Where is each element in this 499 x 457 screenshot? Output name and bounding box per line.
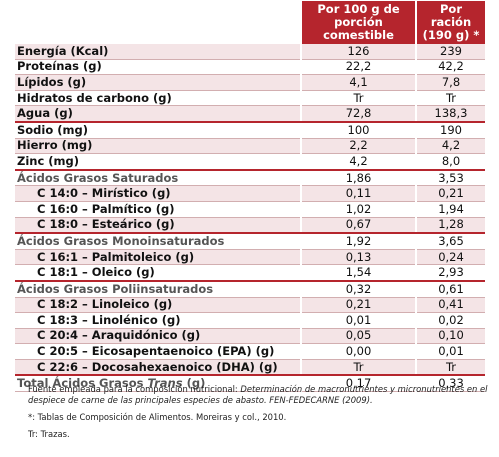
value-per-100g: 100 bbox=[301, 122, 416, 138]
value-per-100g: 1,54 bbox=[301, 265, 416, 281]
value-per-100g: 1,02 bbox=[301, 201, 416, 217]
row-label: Zinc (mg) bbox=[15, 154, 301, 170]
value-per-serving: 239 bbox=[416, 44, 485, 59]
row-label: C 22:6 – Docosahexaenoico (DHA) (g) bbox=[15, 359, 301, 375]
table-row: C 18:0 – Esteárico (g) 0,67 1,28 bbox=[15, 217, 485, 233]
table-row: Ácidos Grasos Saturados 1,86 3,53 bbox=[15, 170, 485, 186]
value-per-100g: 126 bbox=[301, 44, 416, 59]
table-row: C 14:0 – Mirístico (g) 0,11 0,21 bbox=[15, 186, 485, 202]
row-label: Sodio (mg) bbox=[15, 122, 301, 138]
value-per-serving: 7,8 bbox=[416, 75, 485, 91]
row-label: Agua (g) bbox=[15, 106, 301, 122]
table-row: Zinc (mg) 4,2 8,0 bbox=[15, 154, 485, 170]
source-note-prefix: Fuente empleada para la composición nutr… bbox=[28, 384, 240, 394]
value-per-serving: 4,2 bbox=[416, 138, 485, 154]
traces-note: Tr: Trazas. bbox=[28, 429, 490, 440]
value-per-serving: 0,10 bbox=[416, 328, 485, 344]
row-label: C 16:0 – Palmítico (g) bbox=[15, 201, 301, 217]
table-row: Energía (Kcal) 126 239 bbox=[15, 44, 485, 59]
table-row: Hidratos de carbono (g) Tr Tr bbox=[15, 90, 485, 106]
value-per-100g: 2,2 bbox=[301, 138, 416, 154]
value-per-serving: 3,53 bbox=[416, 170, 485, 186]
value-per-serving: 1,94 bbox=[416, 201, 485, 217]
serving-note: *: Tablas de Composición de Alimentos. M… bbox=[28, 412, 490, 423]
row-label: Ácidos Grasos Monoinsaturados bbox=[15, 233, 301, 249]
row-label: Ácidos Grasos Poliinsaturados bbox=[15, 281, 301, 297]
table-row: C 20:5 – Eicosapentaenoico (EPA) (g) 0,00… bbox=[15, 344, 485, 360]
value-per-serving: Tr bbox=[416, 90, 485, 106]
value-per-100g: 0,00 bbox=[301, 344, 416, 360]
value-per-100g: 1,86 bbox=[301, 170, 416, 186]
value-per-serving: 3,65 bbox=[416, 233, 485, 249]
value-per-serving: 0,24 bbox=[416, 249, 485, 265]
table-row: C 18:3 – Linolénico (g) 0,01 0,02 bbox=[15, 313, 485, 329]
value-per-100g: 72,8 bbox=[301, 106, 416, 122]
row-label: Proteínas (g) bbox=[15, 59, 301, 75]
value-per-serving: 42,2 bbox=[416, 59, 485, 75]
value-per-serving: 0,61 bbox=[416, 281, 485, 297]
table-row: Lípidos (g) 4,1 7,8 bbox=[15, 75, 485, 91]
value-per-serving: 0,01 bbox=[416, 344, 485, 360]
table-row: C 18:1 – Oleico (g) 1,54 2,93 bbox=[15, 265, 485, 281]
table-row: Proteínas (g) 22,2 42,2 bbox=[15, 59, 485, 75]
row-label: Hierro (mg) bbox=[15, 138, 301, 154]
value-per-100g: 0,13 bbox=[301, 249, 416, 265]
table-row: C 18:2 – Linoleico (g) 0,21 0,41 bbox=[15, 297, 485, 313]
table-row: C 16:0 – Palmítico (g) 1,02 1,94 bbox=[15, 201, 485, 217]
value-per-serving: 138,3 bbox=[416, 106, 485, 122]
value-per-serving: 8,0 bbox=[416, 154, 485, 170]
value-per-serving: 0,02 bbox=[416, 313, 485, 329]
table-row: Hierro (mg) 2,2 4,2 bbox=[15, 138, 485, 154]
table-header-row: Por 100 g de porción comestible Por raci… bbox=[15, 1, 485, 44]
row-label: C 18:1 – Oleico (g) bbox=[15, 265, 301, 281]
value-per-serving: 190 bbox=[416, 122, 485, 138]
header-per-100g: Por 100 g de porción comestible bbox=[301, 1, 416, 44]
value-per-100g: 0,11 bbox=[301, 186, 416, 202]
header-per-serving: Por ración (190 g) * bbox=[416, 1, 485, 44]
value-per-serving: 1,28 bbox=[416, 217, 485, 233]
row-label: Energía (Kcal) bbox=[15, 44, 301, 59]
row-label: C 18:2 – Linoleico (g) bbox=[15, 297, 301, 313]
header-blank bbox=[15, 1, 301, 44]
value-per-100g: 4,2 bbox=[301, 154, 416, 170]
table-row: Agua (g) 72,8 138,3 bbox=[15, 106, 485, 122]
value-per-100g: 0,01 bbox=[301, 313, 416, 329]
value-per-serving: 2,93 bbox=[416, 265, 485, 281]
footnotes: Fuente empleada para la composición nutr… bbox=[28, 384, 490, 446]
table-row: Ácidos Grasos Monoinsaturados 1,92 3,65 bbox=[15, 233, 485, 249]
value-per-100g: 1,92 bbox=[301, 233, 416, 249]
row-label: C 18:0 – Esteárico (g) bbox=[15, 217, 301, 233]
table-row: C 20:4 – Araquidónico (g) 0,05 0,10 bbox=[15, 328, 485, 344]
table-row: Sodio (mg) 100 190 bbox=[15, 122, 485, 138]
value-per-100g: 22,2 bbox=[301, 59, 416, 75]
row-label: C 18:3 – Linolénico (g) bbox=[15, 313, 301, 329]
row-label: Lípidos (g) bbox=[15, 75, 301, 91]
value-per-100g: 0,21 bbox=[301, 297, 416, 313]
value-per-serving: 0,41 bbox=[416, 297, 485, 313]
row-label: Ácidos Grasos Saturados bbox=[15, 170, 301, 186]
nutrition-table: Por 100 g de porción comestible Por raci… bbox=[15, 1, 485, 392]
value-per-100g: 0,05 bbox=[301, 328, 416, 344]
row-label: C 16:1 – Palmitoleico (g) bbox=[15, 249, 301, 265]
table-row: Ácidos Grasos Poliinsaturados 0,32 0,61 bbox=[15, 281, 485, 297]
value-per-100g: 0,32 bbox=[301, 281, 416, 297]
value-per-100g: Tr bbox=[301, 359, 416, 375]
table-body: Energía (Kcal) 126 239 Proteínas (g) 22,2 42,… bbox=[15, 44, 485, 392]
value-per-serving: 0,21 bbox=[416, 186, 485, 202]
source-note: Fuente empleada para la composición nutr… bbox=[28, 384, 490, 406]
row-label: Hidratos de carbono (g) bbox=[15, 90, 301, 106]
row-label: C 14:0 – Mirístico (g) bbox=[15, 186, 301, 202]
row-label: C 20:5 – Eicosapentaenoico (EPA) (g) bbox=[15, 344, 301, 360]
value-per-100g: 0,67 bbox=[301, 217, 416, 233]
value-per-100g: Tr bbox=[301, 90, 416, 106]
value-per-100g: 4,1 bbox=[301, 75, 416, 91]
table-row: C 16:1 – Palmitoleico (g) 0,13 0,24 bbox=[15, 249, 485, 265]
table-row: C 22:6 – Docosahexaenoico (DHA) (g) Tr Tr bbox=[15, 359, 485, 375]
row-label: C 20:4 – Araquidónico (g) bbox=[15, 328, 301, 344]
value-per-serving: Tr bbox=[416, 359, 485, 375]
